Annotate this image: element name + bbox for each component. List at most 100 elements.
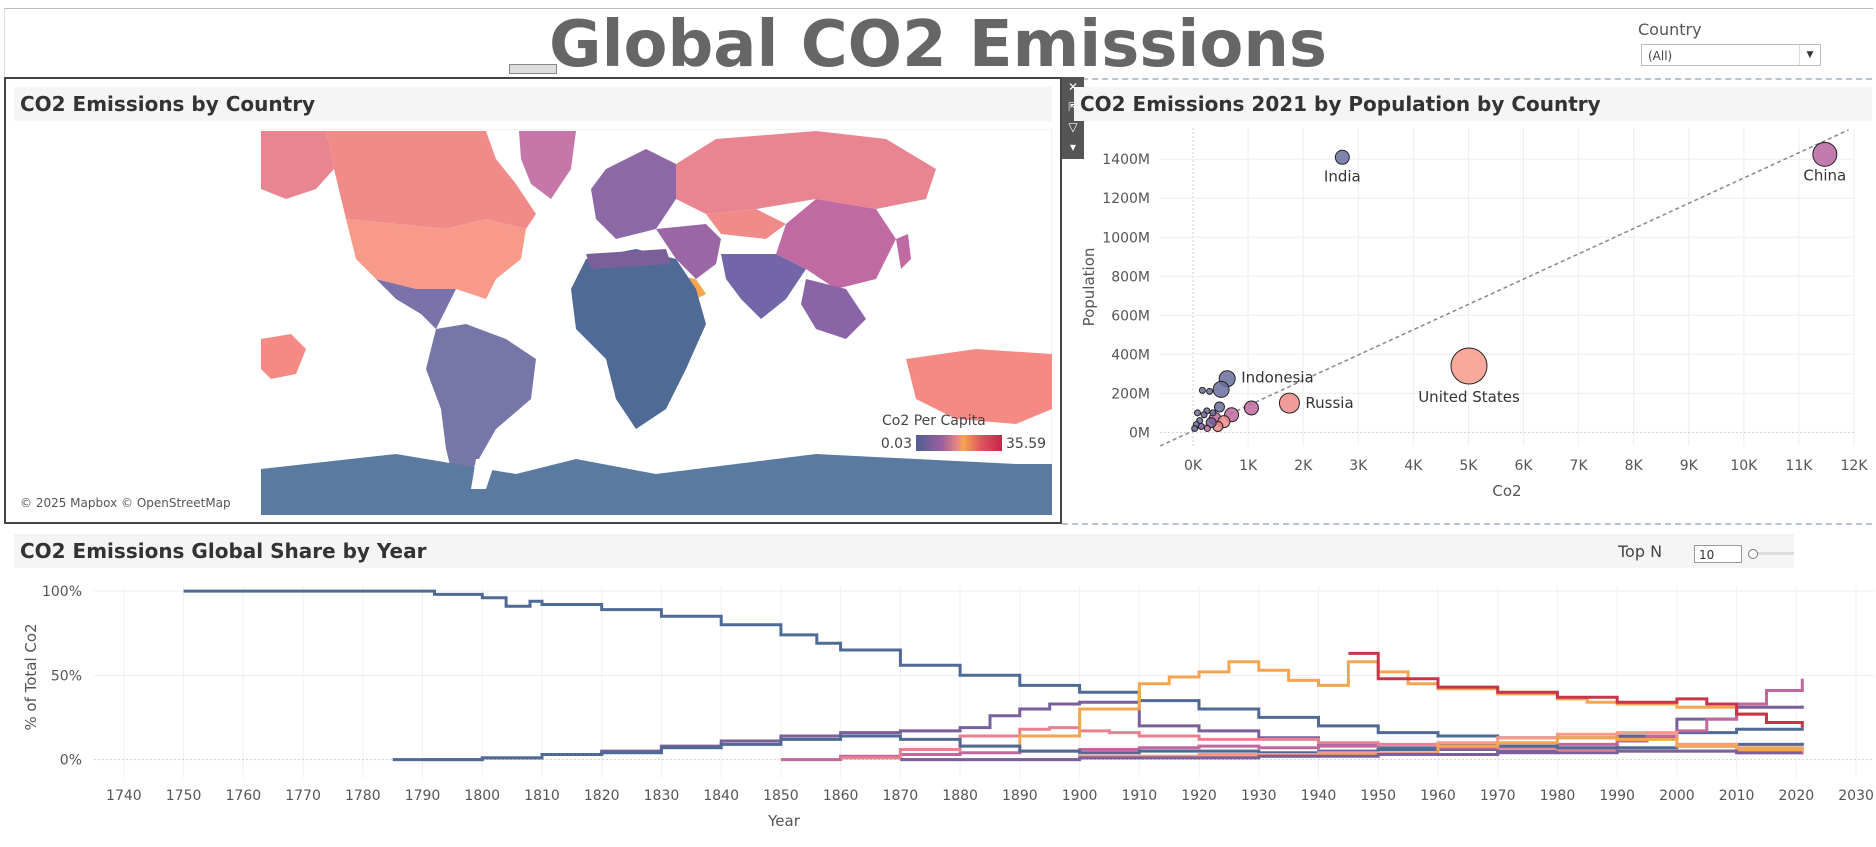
topn-label: Top N	[1618, 542, 1663, 561]
close-icon[interactable]: ✕	[1067, 80, 1079, 94]
map-legend-scale	[916, 435, 1002, 451]
share-x-tick: 1980	[1540, 788, 1576, 804]
scatter-point[interactable]	[1812, 141, 1838, 167]
share-x-tick: 1900	[1062, 788, 1098, 804]
country-filter-value: (All)	[1648, 49, 1673, 63]
scatter-point[interactable]	[1213, 401, 1225, 413]
map-legend-min: 0.03	[881, 436, 912, 452]
dashboard-title: Global CO2 Emissions	[549, 8, 1327, 82]
dashboard-title-area	[4, 8, 1873, 77]
drag-handle[interactable]	[509, 64, 557, 74]
share-x-tick: 1790	[405, 788, 441, 804]
divider-dashed	[1062, 523, 1872, 525]
share-x-tick: 1820	[584, 788, 620, 804]
share-x-tick: 1770	[285, 788, 321, 804]
scatter-point[interactable]	[1197, 422, 1205, 430]
share-x-tick: 1810	[524, 788, 560, 804]
scatter-x-tick: 6K	[1514, 458, 1533, 474]
scatter-y-tick: 0M	[1129, 425, 1150, 441]
scatter-point[interactable]	[1191, 424, 1199, 432]
share-x-tick: 1890	[1002, 788, 1038, 804]
world-map[interactable]: © 2025 Mapbox © OpenStreetMap Co2 Per Ca…	[16, 129, 1052, 515]
share-x-tick: 1990	[1599, 788, 1635, 804]
scatter-x-tick: 2K	[1294, 458, 1313, 474]
scatter-y-tick: 1200M	[1102, 191, 1150, 207]
share-x-tick: 2030	[1838, 788, 1874, 804]
map-landmass	[261, 131, 1052, 515]
share-x-tick: 1960	[1420, 788, 1456, 804]
scatter-x-tick: 7K	[1570, 458, 1589, 474]
share-series-line[interactable]	[1348, 651, 1804, 728]
scatter-y-axis-label: Population	[1080, 248, 1098, 327]
scatter-point[interactable]	[1212, 380, 1230, 398]
scatter-point-label: United States	[1418, 388, 1520, 406]
scatter-y-tick: 400M	[1111, 347, 1150, 363]
share-series-line[interactable]	[392, 734, 1804, 762]
share-y-axis-label: % of Total Co2	[22, 623, 40, 730]
dropdown-arrow-icon[interactable]: ▼	[1799, 45, 1820, 65]
scatter-point[interactable]	[1334, 149, 1350, 165]
scatter-point[interactable]	[1200, 411, 1208, 419]
scatter-x-tick: 5K	[1459, 458, 1478, 474]
scatter-x-tick: 9K	[1680, 458, 1699, 474]
scatter-trend-line	[1159, 129, 1849, 447]
map-panel[interactable]: CO2 Emissions by Country	[4, 77, 1062, 524]
topn-slider[interactable]	[1748, 548, 1796, 560]
share-x-tick: 1840	[703, 788, 739, 804]
scatter-chart[interactable]: 0K 1K 2K 3K 4K 5K 6K 7K 8K 9K 10K 11K 12K 0M 200M 400M 6…	[1074, 122, 1874, 522]
scatter-point[interactable]	[1193, 409, 1201, 417]
share-x-axis-label: Year	[767, 812, 801, 830]
share-x-tick: 2010	[1719, 788, 1755, 804]
topn-input[interactable]: 10	[1694, 545, 1742, 563]
share-x-tick: 1940	[1301, 788, 1337, 804]
share-x-tick: 1860	[823, 788, 859, 804]
share-x-tick: 1910	[1121, 788, 1157, 804]
share-x-tick: 1740	[106, 788, 142, 804]
scatter-point[interactable]	[1206, 387, 1214, 395]
filter-icon[interactable]: ▽	[1068, 120, 1078, 134]
country-filter-select[interactable]: (All) ▼	[1641, 44, 1821, 66]
share-panel-title: CO2 Emissions Global Share by Year	[14, 534, 1794, 568]
share-x-tick: 1780	[345, 788, 381, 804]
divider-dashed	[1062, 78, 1872, 80]
pop-out-icon[interactable]: ⇱	[1067, 100, 1079, 114]
country-filter-label: Country	[1638, 20, 1702, 39]
scatter-point-label: Indonesia	[1241, 369, 1314, 387]
share-chart[interactable]: 1740 1750 1760 1770 1780 1790 1800 1810 1820 1830…	[14, 572, 1874, 842]
map-legend-max: 35.59	[1006, 436, 1046, 452]
scatter-x-tick: 8K	[1625, 458, 1644, 474]
scatter-point[interactable]	[1278, 392, 1300, 414]
map-attribution[interactable]: © 2025 Mapbox © OpenStreetMap	[20, 496, 231, 510]
scatter-point[interactable]	[1450, 347, 1488, 385]
share-x-tick: 1970	[1480, 788, 1516, 804]
more-icon[interactable]: ▾	[1069, 140, 1077, 154]
scatter-y-tick: 200M	[1111, 386, 1150, 402]
scatter-x-tick: 12K	[1841, 458, 1869, 474]
share-x-tick: 1830	[644, 788, 680, 804]
scatter-point[interactable]	[1198, 386, 1206, 394]
share-series-line[interactable]	[422, 700, 1804, 762]
share-y-tick: 100%	[42, 584, 82, 600]
scatter-point[interactable]	[1243, 400, 1259, 416]
scatter-x-tick: 10K	[1730, 458, 1758, 474]
scatter-point-label: Russia	[1305, 394, 1353, 412]
share-x-tick: 1950	[1360, 788, 1396, 804]
scatter-point-label: China	[1803, 166, 1846, 184]
share-x-tick: 1750	[166, 788, 202, 804]
share-x-tick: 2000	[1659, 788, 1695, 804]
map-legend-title: Co2 Per Capita	[882, 413, 986, 429]
scatter-x-tick: 0K	[1184, 458, 1203, 474]
map-panel-title: CO2 Emissions by Country	[14, 87, 1052, 121]
scatter-point[interactable]	[1203, 424, 1211, 432]
scatter-panel-title: CO2 Emissions 2021 by Population by Coun…	[1074, 87, 1872, 121]
share-x-tick: 1800	[464, 788, 500, 804]
scatter-x-tick: 4K	[1404, 458, 1423, 474]
share-x-tick: 2020	[1779, 788, 1815, 804]
scatter-x-tick: 3K	[1349, 458, 1368, 474]
scatter-y-tick: 800M	[1111, 269, 1150, 285]
share-x-tick: 1880	[942, 788, 978, 804]
share-series-line[interactable]	[900, 749, 1803, 762]
scatter-x-tick: 11K	[1785, 458, 1813, 474]
scatter-point[interactable]	[1209, 409, 1217, 417]
scatter-point[interactable]	[1205, 417, 1217, 429]
